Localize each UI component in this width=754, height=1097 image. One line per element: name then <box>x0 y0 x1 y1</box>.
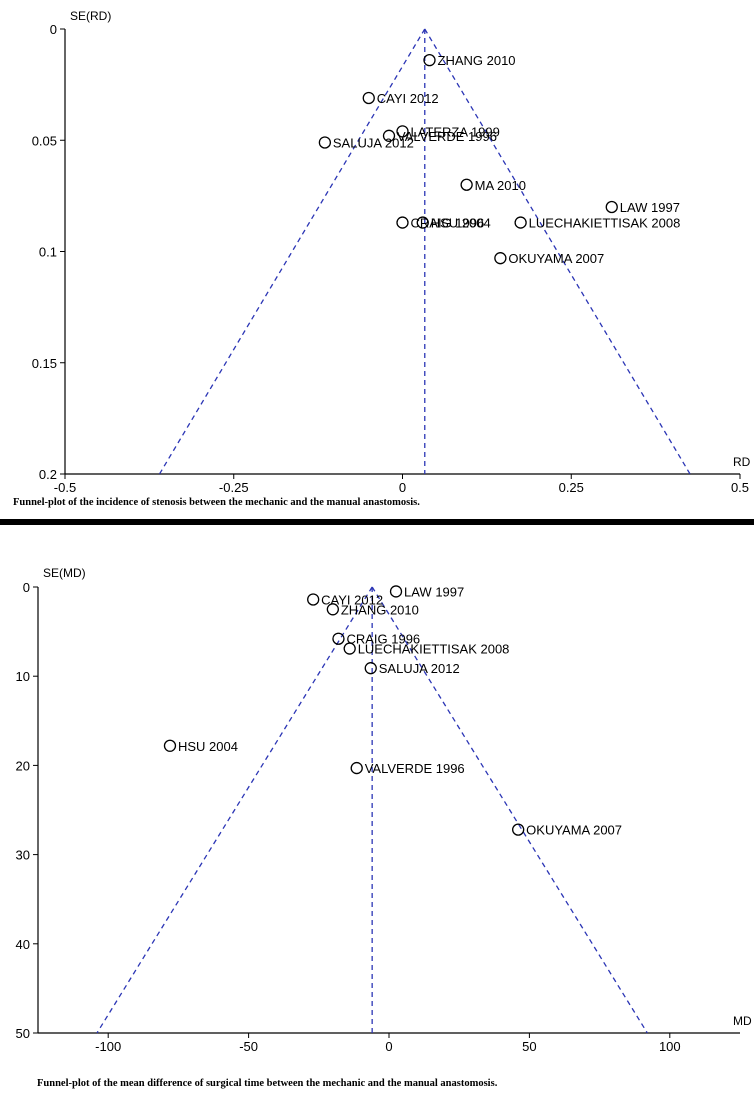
x-tick-label: -0.5 <box>54 480 76 495</box>
x-tick-label: 100 <box>659 1039 681 1054</box>
y-tick-label: 50 <box>16 1026 30 1041</box>
study-point <box>514 216 527 229</box>
x-tick-label: -50 <box>239 1039 258 1054</box>
funnel-left-line <box>96 586 373 1034</box>
study-point <box>318 136 332 149</box>
study-point <box>416 216 429 229</box>
study-label: CRAIG 1996 <box>346 632 420 647</box>
x-tick-label: 0.25 <box>559 480 584 495</box>
study-point <box>494 252 507 265</box>
y-tick-label: 0 <box>50 22 57 37</box>
study-label: ZHANG 2010 <box>341 602 419 617</box>
study-label: ZHANG 2010 <box>438 53 516 68</box>
y-tick-label: 40 <box>16 937 30 952</box>
study-label: HSU 2004 <box>431 216 491 231</box>
study-point <box>460 178 473 191</box>
y-tick-label: 0 <box>23 580 30 595</box>
x-tick-label: 0.5 <box>731 480 749 495</box>
study-point <box>332 632 345 645</box>
study-label: OKUYAMA 2007 <box>508 251 604 266</box>
y-tick-label: 30 <box>16 848 30 863</box>
study-label: CAYI 2012 <box>321 592 383 607</box>
y-tick-label: 0.15 <box>32 356 57 371</box>
study-label: SALUJA 2012 <box>333 135 414 150</box>
y-axis-title: SE(RD) <box>70 9 111 23</box>
study-point <box>307 593 320 606</box>
panel-divider <box>0 519 754 525</box>
study-point <box>382 129 396 142</box>
stenosis-funnel-plot: -0.5 -0.25 0 0.25 0.5 0 0.05 0.1 0.15 0.2 SE(RD) RD… <box>13 9 751 508</box>
x-tick-label: 0 <box>385 1039 392 1054</box>
study-label: VALVERDE 1996 <box>365 761 465 776</box>
study-label: LUECHAKIETTISAK 2008 <box>358 642 510 657</box>
study-point <box>512 823 525 836</box>
funnel-right-line <box>371 586 648 1034</box>
surgical-time-funnel-plot: -100 -50 0 50 100 0 10 20 30 40 50 SE(MD) MD LAW 1997… <box>16 566 752 1089</box>
study-label: LAW 1997 <box>620 200 680 215</box>
study-point <box>423 54 436 67</box>
x-tick-label: -0.25 <box>219 480 249 495</box>
x-tick-label: -100 <box>95 1039 121 1054</box>
study-point <box>389 585 403 598</box>
study-label: LUECHAKIETTISAK 2008 <box>529 216 681 231</box>
figure-caption: Funnel-plot of the incidence of stenosis… <box>13 497 420 508</box>
x-axis-title: RD <box>733 455 751 469</box>
study-point <box>163 739 177 752</box>
study-point <box>350 761 363 775</box>
study-label: CAYI 2012 <box>377 91 439 106</box>
study-label: MA 2010 <box>475 178 526 193</box>
study-label: SALUJA 2012 <box>379 661 460 676</box>
study-point <box>396 216 409 229</box>
study-point <box>605 200 618 214</box>
y-tick-label: 0.05 <box>32 133 57 148</box>
study-label: OKUYAMA 2007 <box>526 823 622 838</box>
x-tick-label: 0 <box>399 480 406 495</box>
study-point <box>326 603 339 616</box>
study-label: VALVERDE 1996 <box>397 129 497 144</box>
y-axis-title: SE(MD) <box>43 566 86 580</box>
x-tick-label: 50 <box>522 1039 536 1054</box>
study-point <box>396 125 409 138</box>
figure-caption: Funnel-plot of the mean difference of su… <box>37 1078 498 1089</box>
study-point <box>364 662 377 675</box>
study-point <box>343 642 356 655</box>
y-tick-label: 0.2 <box>39 467 57 482</box>
study-label: LATERZA 1999 <box>411 124 500 139</box>
study-label: LAW 1997 <box>404 584 464 599</box>
study-point <box>362 91 375 105</box>
y-tick-label: 10 <box>16 669 30 684</box>
y-tick-label: 0.1 <box>39 245 57 260</box>
x-axis-title: MD <box>733 1014 752 1028</box>
study-label: CRAIG 1996 <box>411 216 485 231</box>
y-tick-label: 20 <box>16 758 30 773</box>
study-label: HSU 2004 <box>178 739 238 754</box>
